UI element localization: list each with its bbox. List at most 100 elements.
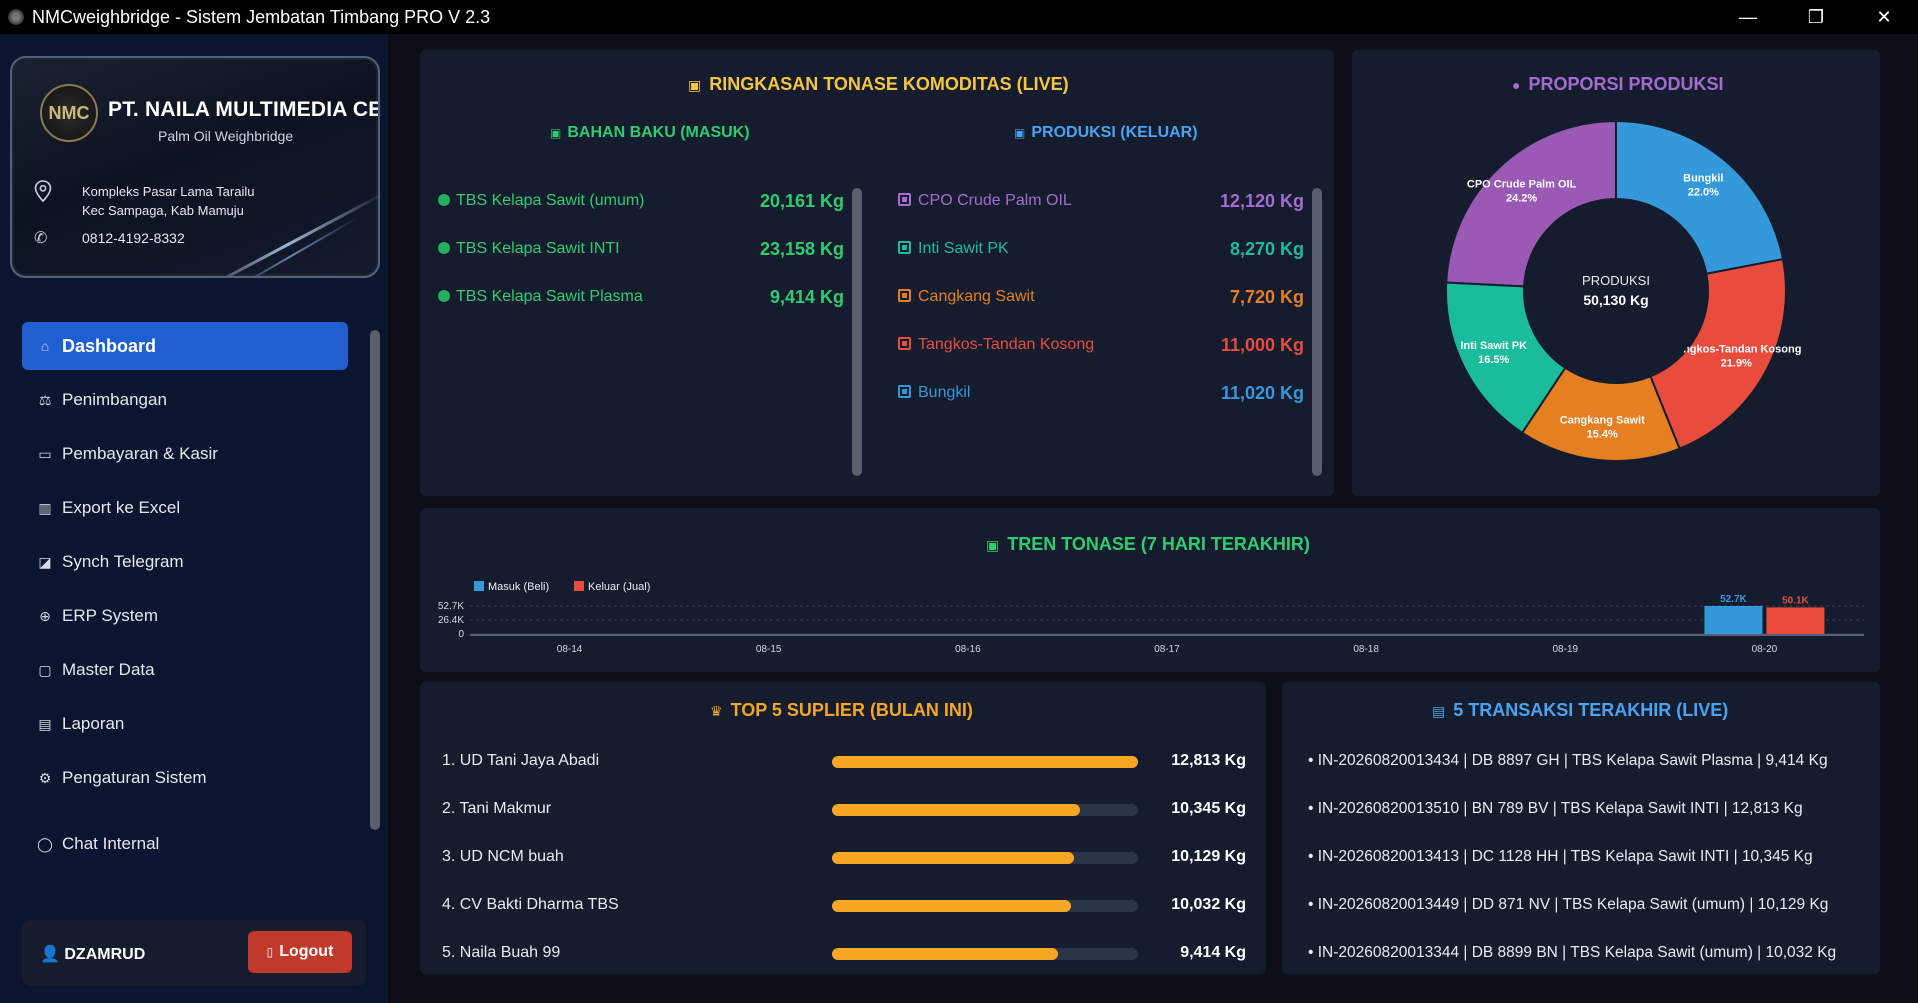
bullet-icon <box>438 242 450 254</box>
receipt-icon: ▤ <box>1432 703 1446 719</box>
logout-button[interactable]: ▯ Logout <box>248 931 352 973</box>
commodity-name: Cangkang Sawit <box>918 288 1035 305</box>
nav-item-erp-system[interactable]: ⊕ ERP System <box>22 592 348 640</box>
suplier-title-text: TOP 5 SUPLIER (BULAN INI) <box>730 700 973 720</box>
close-button[interactable]: ✕ <box>1876 6 1892 27</box>
outbox-icon: ▣ <box>1014 126 1026 140</box>
square-bullet-icon <box>898 337 911 350</box>
trend-title-text: TREN TONASE (7 HARI TERAKHIR) <box>1007 534 1310 554</box>
nav-item-label: Penimbangan <box>62 390 167 409</box>
pie-center-value: 50,130 Kg <box>1583 292 1648 308</box>
nav-item-laporan[interactable]: ▤ Laporan <box>22 700 348 748</box>
pie-slice-label: Inti Sawit PK <box>1460 340 1527 352</box>
commodity-value: 7,720 Kg <box>1229 287 1304 307</box>
suplier-value: 9,414 Kg <box>1180 944 1246 961</box>
pie-slice-label: CPO Crude Palm OIL <box>1467 179 1577 191</box>
nav-item-label: ERP System <box>62 606 159 625</box>
suplier-name: 4. CV Bakti Dharma TBS <box>442 896 619 913</box>
produksi-scrollbar[interactable] <box>1312 188 1322 476</box>
suplier-value: 10,129 Kg <box>1171 848 1246 865</box>
sidebar-scrollbar[interactable] <box>370 330 380 830</box>
window-title: NMCweighbridge - Sistem Jembatan Timbang… <box>32 6 491 27</box>
location-pin-icon <box>34 180 52 202</box>
company-card: NMC PT. NAILA MULTIMEDIA CENTER Palm Oil… <box>10 56 380 278</box>
commodity-name: TBS Kelapa Sawit Plasma <box>456 288 643 305</box>
legend-label: Masuk (Beli) <box>488 581 549 593</box>
window-controls: — ❐ ✕ <box>1714 0 1918 34</box>
produksi-row: Cangkang Sawit <box>898 288 1035 306</box>
pie-slice-inti-sawit-pk <box>1445 281 1567 435</box>
square-bullet-icon <box>898 289 911 302</box>
produksi-row: Tangkos-Tandan Kosong <box>898 336 1094 354</box>
suplier-value: 10,032 Kg <box>1171 896 1246 913</box>
sidebar: NMC PT. NAILA MULTIMEDIA CENTER Palm Oil… <box>0 34 388 1003</box>
suplier-bar-track <box>832 852 1138 864</box>
trend-title: ▣ TREN TONASE (7 HARI TERAKHIR) <box>986 534 1310 555</box>
app-icon <box>8 9 24 25</box>
commodity-name: TBS Kelapa Sawit INTI <box>456 240 620 257</box>
card-icon: ▭ <box>38 445 52 462</box>
pie-icon: ● <box>1512 77 1521 93</box>
x-tick-label: 08-18 <box>1353 644 1379 655</box>
commodity-name: Bungkil <box>918 384 971 401</box>
produksi-row: CPO Crude Palm OIL <box>898 192 1072 210</box>
trend-panel: ▣ TREN TONASE (7 HARI TERAKHIR) Masuk (Be… <box>420 508 1880 672</box>
bullet-icon <box>438 290 450 302</box>
suplier-bar-fill <box>832 756 1138 768</box>
nav-item-penimbangan[interactable]: ⚖ Penimbangan <box>22 376 348 424</box>
bullet-icon <box>438 194 450 206</box>
nav-item-dashboard[interactable]: ⌂ Dashboard <box>22 322 348 370</box>
y-tick-label: 26.4K <box>438 615 464 626</box>
pie-slice-bungkil <box>1615 119 1785 275</box>
logout-label: Logout <box>279 943 334 960</box>
user-panel: 👤 DZAMRUD ▯ Logout <box>22 920 366 986</box>
maximize-button[interactable]: ❐ <box>1807 6 1825 27</box>
bahan-baku-row: TBS Kelapa Sawit (umum) <box>438 192 645 210</box>
bar-data-label: 52.7K <box>1720 594 1747 605</box>
suplier-bar-fill <box>832 852 1074 864</box>
x-tick-label: 08-15 <box>756 644 782 655</box>
suplier-bar-fill <box>832 948 1059 960</box>
commodity-value: 8,270 Kg <box>1229 239 1304 259</box>
commodity-value: 23,158 Kg <box>759 239 844 259</box>
nav-item-label: Synch Telegram <box>62 552 184 571</box>
pie-slice-label: Tangkos-Tandan Kosong <box>1671 344 1801 356</box>
tonase-title-text: RINGKASAN TONASE KOMODITAS (LIVE) <box>709 74 1069 94</box>
transaksi-item: • IN-20260820013434 | DB 8897 GH | TBS K… <box>1308 752 1828 769</box>
suplier-value: 12,813 Kg <box>1171 752 1246 769</box>
transaksi-panel: ▤ 5 TRANSAKSI TERAKHIR (LIVE) • IN-202608… <box>1282 682 1880 974</box>
suplier-name: 5. Naila Buah 99 <box>442 944 561 961</box>
suplier-title: ♛ TOP 5 SUPLIER (BULAN INI) <box>710 700 973 721</box>
suplier-bar-fill <box>832 900 1071 912</box>
minimize-button[interactable]: — <box>1739 6 1757 27</box>
suplier-bar-track <box>832 900 1138 912</box>
chart-icon: ▥ <box>38 499 52 516</box>
legend-label: Keluar (Jual) <box>588 581 650 593</box>
commodity-value: 11,020 Kg <box>1220 383 1304 403</box>
nav-item-export-excel[interactable]: ▥ Export ke Excel <box>22 484 348 532</box>
nav-item-pengaturan[interactable]: ⚙ Pengaturan Sistem <box>22 754 348 802</box>
nav-item-pembayaran[interactable]: ▭ Pembayaran & Kasir <box>22 430 348 478</box>
company-phone: 0812-4192-8332 <box>82 230 185 246</box>
tonase-panel: ▣ RINGKASAN TONASE KOMODITAS (LIVE) ▣ BAHA… <box>420 50 1334 496</box>
pie-center-label: PRODUKSI <box>1582 273 1650 288</box>
nav-item-chat-internal[interactable]: ◯ Chat Internal <box>22 820 348 868</box>
commodity-value: 20,161 Kg <box>759 191 844 211</box>
x-tick-label: 08-17 <box>1154 644 1180 655</box>
address-line-1: Kompleks Pasar Lama Tarailu <box>82 184 255 199</box>
suplier-bar-track <box>832 756 1138 768</box>
bahan-baku-scrollbar[interactable] <box>852 188 862 476</box>
square-bullet-icon <box>898 193 911 206</box>
bahan-baku-title-text: BAHAN BAKU (MASUK) <box>567 124 750 141</box>
bahan-baku-row: TBS Kelapa Sawit Plasma <box>438 288 643 306</box>
transaksi-item: • IN-20260820013449 | DD 871 NV | TBS Ke… <box>1308 896 1829 913</box>
pie-slice-percent: 16.5% <box>1478 354 1509 366</box>
nav-item-master-data[interactable]: ▢ Master Data <box>22 646 348 694</box>
decorative-streak-2 <box>227 216 359 276</box>
nav-item-label: Dashboard <box>62 335 157 356</box>
pie-slice-percent: 15.4% <box>1587 428 1618 440</box>
company-name: PT. NAILA MULTIMEDIA CENTER <box>108 98 378 121</box>
nav-item-label: Chat Internal <box>62 834 160 853</box>
telegram-icon: ◪ <box>38 553 52 570</box>
nav-item-synch-telegram[interactable]: ◪ Synch Telegram <box>22 538 348 586</box>
